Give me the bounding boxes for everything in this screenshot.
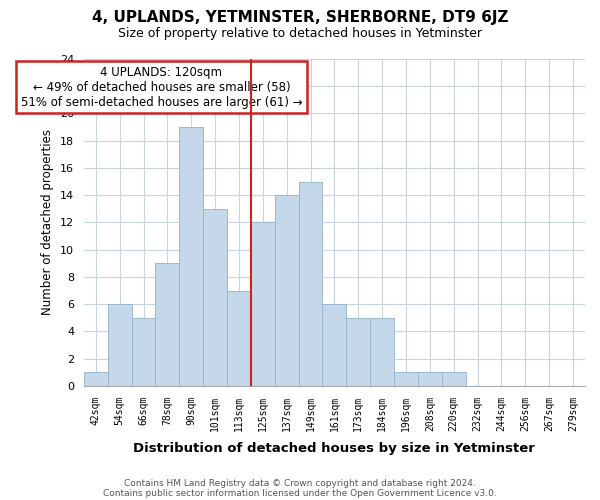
Bar xyxy=(275,195,299,386)
Bar xyxy=(322,304,346,386)
X-axis label: Distribution of detached houses by size in Yetminster: Distribution of detached houses by size … xyxy=(133,442,535,455)
Bar xyxy=(155,264,179,386)
Text: Size of property relative to detached houses in Yetminster: Size of property relative to detached ho… xyxy=(118,28,482,40)
Text: 4, UPLANDS, YETMINSTER, SHERBORNE, DT9 6JZ: 4, UPLANDS, YETMINSTER, SHERBORNE, DT9 6… xyxy=(92,10,508,25)
Bar xyxy=(84,372,108,386)
Text: Contains HM Land Registry data © Crown copyright and database right 2024.: Contains HM Land Registry data © Crown c… xyxy=(124,478,476,488)
Bar xyxy=(346,318,370,386)
Bar xyxy=(299,182,322,386)
Bar xyxy=(203,209,227,386)
Bar xyxy=(227,290,251,386)
Bar xyxy=(179,127,203,386)
Bar xyxy=(418,372,442,386)
Bar xyxy=(251,222,275,386)
Bar xyxy=(370,318,394,386)
Text: 4 UPLANDS: 120sqm
← 49% of detached houses are smaller (58)
51% of semi-detached: 4 UPLANDS: 120sqm ← 49% of detached hous… xyxy=(20,66,302,108)
Text: Contains public sector information licensed under the Open Government Licence v3: Contains public sector information licen… xyxy=(103,488,497,498)
Bar xyxy=(394,372,418,386)
Bar xyxy=(131,318,155,386)
Y-axis label: Number of detached properties: Number of detached properties xyxy=(41,130,55,316)
Bar xyxy=(108,304,131,386)
Bar xyxy=(442,372,466,386)
